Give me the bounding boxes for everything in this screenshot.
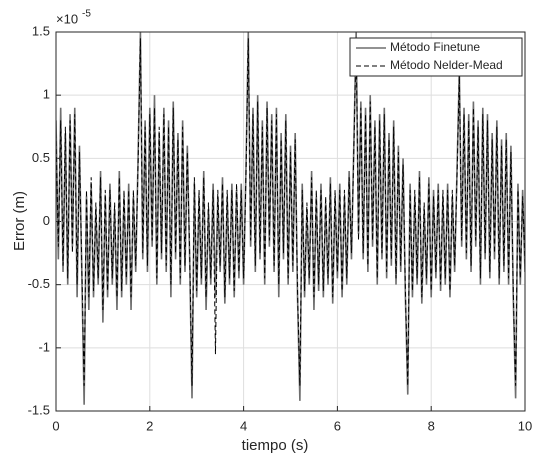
x-tick-label: 10 (518, 418, 532, 433)
y-tick-label: 0.5 (32, 150, 50, 165)
y-axis-label: Error (m) (11, 191, 28, 251)
x-tick-label: 4 (240, 418, 247, 433)
x-tick-label: 2 (146, 418, 153, 433)
y-exponent-power: -5 (82, 9, 91, 20)
data-line (56, 38, 525, 386)
plot-frame (55, 31, 526, 412)
x-tick-label: 0 (52, 418, 59, 433)
y-exponent-base: ×10 (56, 11, 78, 26)
x-tick-label: 6 (334, 418, 341, 433)
y-tick-label: 0 (43, 213, 50, 228)
legend: Método Finetune Método Nelder-Mead (349, 37, 523, 77)
legend-label: Método Finetune (390, 40, 480, 54)
y-tick-label: -0.5 (28, 276, 50, 291)
x-axis-label: tiempo (s) (242, 437, 309, 454)
legend-label: Método Nelder-Mead (390, 58, 503, 72)
x-tick-label: 8 (428, 418, 435, 433)
data-line (56, 32, 525, 405)
y-tick-label: -1 (38, 339, 50, 354)
y-tick-label: 1.5 (32, 23, 50, 38)
legend-box (349, 37, 523, 77)
y-tick-label: -1.5 (28, 402, 50, 417)
y-tick-label: 1 (43, 87, 50, 102)
